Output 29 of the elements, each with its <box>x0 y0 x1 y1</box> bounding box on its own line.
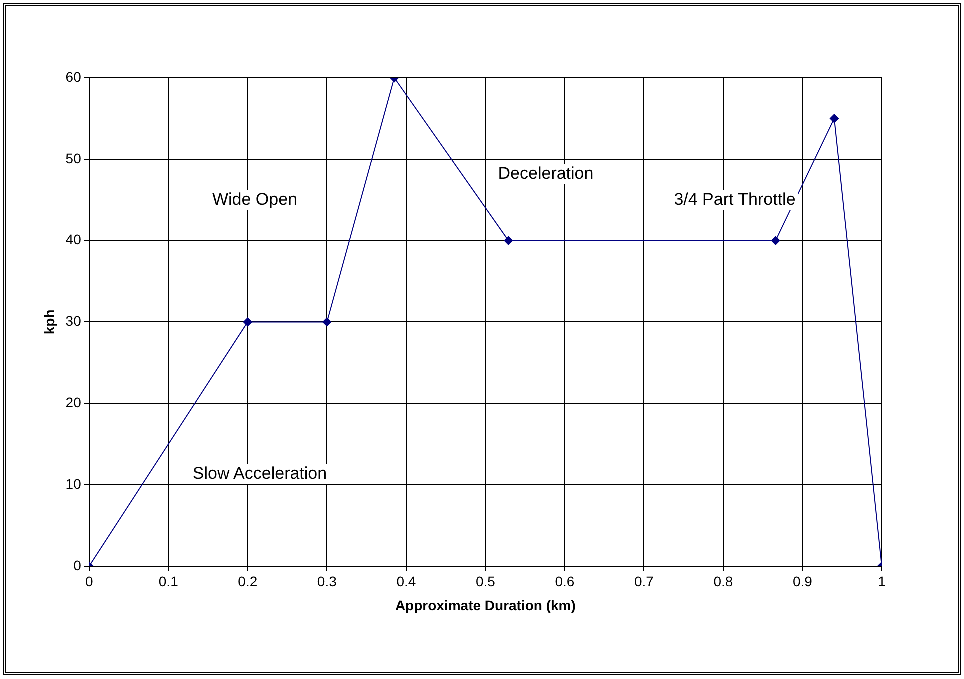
annotation: Deceleration <box>496 164 596 184</box>
y-axis-title: kph <box>41 310 58 335</box>
point <box>322 318 332 327</box>
x-tick-label: 0.4 <box>396 574 416 590</box>
y-tick-label: 60 <box>66 68 82 85</box>
annotation: Wide Open <box>210 190 300 210</box>
y-tick-label: 0 <box>74 557 82 574</box>
point <box>771 236 780 246</box>
x-tick-label: 0.1 <box>158 574 179 590</box>
x-tick-label: 0.2 <box>238 574 258 590</box>
x-tick-label: 0.9 <box>793 574 813 590</box>
x-tick-label: 0 <box>85 574 94 590</box>
x-tick-label: 0.5 <box>476 574 496 590</box>
y-tick-label: 50 <box>66 150 82 166</box>
annotation: Slow Acceleration <box>190 464 330 484</box>
y-tick-label: 30 <box>66 313 82 330</box>
y-tick-label: 40 <box>66 232 82 248</box>
x-tick-label: 0.3 <box>317 574 338 590</box>
y-tick-label: 10 <box>66 476 82 492</box>
y-tick-label: 20 <box>66 394 82 410</box>
x-axis-title: Approximate Duration (km) <box>395 597 576 614</box>
annotation: 3/4 Part Throttle <box>672 190 798 210</box>
x-tick-label: 1 <box>878 574 886 590</box>
point <box>243 318 252 327</box>
x-tick-label: 0.8 <box>714 574 734 590</box>
x-tick-label: 0.6 <box>555 574 575 590</box>
point <box>830 114 839 124</box>
x-tick-label: 0.7 <box>634 574 654 590</box>
point <box>504 236 514 246</box>
